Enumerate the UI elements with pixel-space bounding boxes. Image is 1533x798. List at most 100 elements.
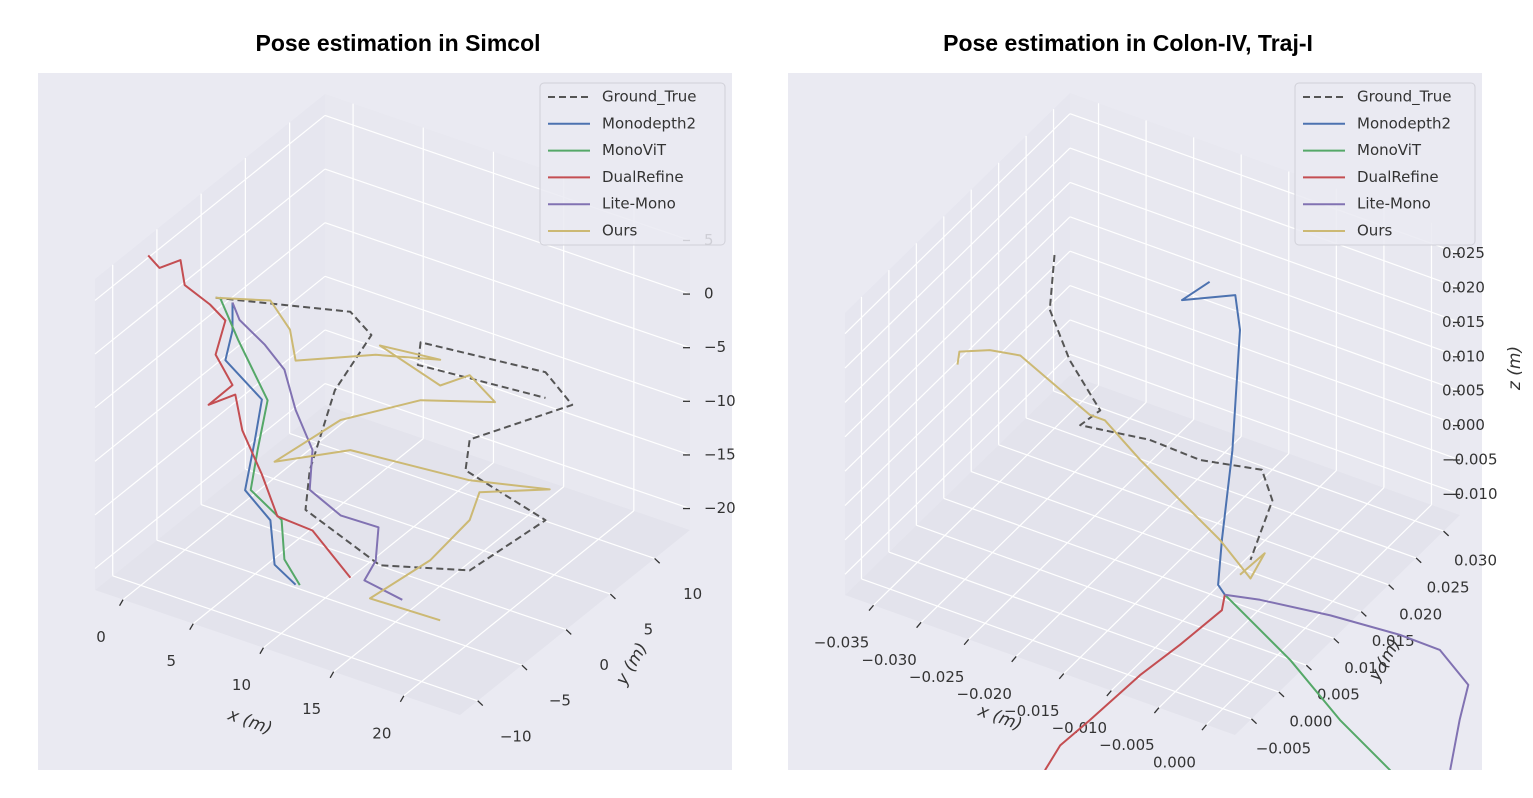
z-tick-label: 0.015 (1442, 313, 1485, 331)
chart-panel: Pose estimation in Simcol 0 5 10 15 20 −10 −5 0 5… (38, 30, 736, 770)
x-tick-label: −0.015 (1004, 702, 1060, 720)
pane (845, 375, 1460, 735)
trajectory (215, 296, 551, 622)
grid-line (245, 468, 611, 595)
legend-label: Monodepth2 (602, 114, 696, 132)
legend-label: MonoViT (1357, 141, 1422, 159)
tick-mark (1011, 656, 1017, 663)
trajectory (147, 254, 352, 579)
trajectory (1044, 594, 1226, 770)
y-tick-label: 0.025 (1427, 578, 1470, 596)
grid-line (844, 113, 1071, 335)
y-tick-label: 5 (644, 621, 654, 639)
grid-line (192, 438, 424, 625)
grid-line (1063, 453, 1290, 674)
x-tick-label: 0 (96, 628, 106, 646)
grid-line (324, 329, 691, 456)
grid-line (920, 401, 1147, 623)
z-tick-label: 0.005 (1442, 382, 1485, 400)
legend-label: Lite-Mono (602, 195, 676, 213)
trajectory (956, 349, 1266, 580)
z-tick-label: 0.025 (1442, 244, 1485, 262)
z-tick-label: 0.000 (1442, 416, 1485, 434)
grid-line (1025, 417, 1417, 559)
tick-mark (1305, 664, 1312, 671)
legend-label: Ground_True (602, 88, 697, 107)
z-axis-label: z (m) (1505, 346, 1525, 391)
grid-line (289, 432, 655, 560)
grid-line (122, 414, 354, 601)
tick-mark (477, 700, 484, 707)
y-tick-label: −10 (500, 727, 532, 745)
z-tick-label: −0.005 (1442, 450, 1498, 468)
pane (95, 405, 690, 715)
tick-mark (119, 599, 124, 606)
grid-line (1069, 250, 1461, 392)
tick-mark (189, 623, 194, 631)
tick-mark (259, 647, 265, 655)
legend-label: MonoViT (602, 141, 667, 159)
trajectory (218, 296, 301, 586)
grid-line (1069, 147, 1461, 289)
grid-line (94, 222, 326, 409)
grid-line (844, 319, 1071, 541)
grid-line (971, 471, 1362, 613)
pane (845, 93, 1070, 595)
grid-line (94, 383, 326, 570)
grid-line (1069, 216, 1461, 358)
tick-mark (1388, 584, 1395, 591)
grid-line (844, 353, 1071, 575)
tick-mark (565, 629, 572, 635)
z-tick-label: −5 (704, 338, 726, 356)
tick-mark (1058, 673, 1065, 680)
trajectory (1181, 280, 1241, 596)
grid-line (844, 147, 1071, 369)
legend-label: Ours (602, 222, 637, 240)
x-tick-label: −0.035 (814, 634, 870, 652)
legend-label: DualRefine (1357, 168, 1439, 186)
z-tick-label: −0.010 (1442, 485, 1498, 503)
grid-line (1158, 487, 1385, 709)
trajectory (1224, 593, 1470, 770)
y-tick-label: 0.005 (1317, 686, 1360, 704)
x-tick-label: −0.030 (861, 651, 917, 669)
legend-label: Ground_True (1357, 88, 1452, 107)
z-tick-label: 0 (704, 285, 714, 303)
grid-line (1069, 285, 1461, 427)
grid-line (156, 539, 523, 666)
grid-line (333, 486, 565, 673)
grid-line (403, 510, 635, 697)
grid-line (94, 168, 326, 355)
x-tick-label: −0.005 (1099, 736, 1155, 754)
legend-label: Monodepth2 (1357, 114, 1451, 132)
data-layer (956, 254, 1470, 770)
tick-mark (1201, 724, 1207, 731)
tick-mark (1278, 691, 1285, 698)
tick-mark (1333, 637, 1340, 644)
grid-line (1053, 390, 1444, 532)
grid-line (1069, 353, 1461, 495)
y-tick-label: 0.000 (1289, 713, 1332, 731)
x-tick-label: −0.025 (909, 668, 965, 686)
z-tick-label: −15 (704, 445, 736, 463)
y-tick-label: 10 (683, 585, 702, 603)
grid-line (968, 418, 1195, 640)
data-layer (147, 254, 574, 622)
grid-line (324, 168, 691, 295)
x-tick-label: 10 (232, 676, 251, 694)
y-tick-label: 0 (599, 656, 609, 674)
tick-mark (329, 671, 335, 679)
tick-mark (1153, 707, 1160, 714)
grid-line (263, 462, 494, 649)
legend-label: Ours (1357, 222, 1392, 240)
grid-line (324, 222, 691, 349)
legend-label: Lite-Mono (1357, 195, 1431, 213)
trajectory (231, 302, 403, 601)
grid-line (888, 551, 1280, 693)
grid-line (844, 216, 1071, 438)
grid-line (324, 275, 691, 402)
tick-mark (1251, 718, 1258, 725)
tick-mark (399, 695, 405, 703)
tick-mark (868, 604, 875, 612)
